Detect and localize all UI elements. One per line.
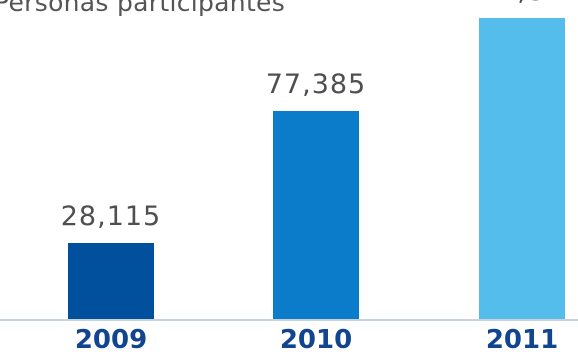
value-label-2011: 111,814	[422, 0, 578, 7]
chart-title: Personas participantes	[0, 0, 286, 17]
bar-2010	[273, 111, 359, 319]
category-label-2010: 2010	[279, 325, 353, 355]
bar-2009	[68, 243, 154, 319]
chart-baseline	[0, 319, 578, 321]
category-label-2011: 2011	[485, 325, 559, 355]
category-label-2009: 2009	[74, 325, 148, 355]
value-label-2009: 28,115	[60, 201, 162, 232]
value-label-2010: 77,385	[265, 69, 367, 100]
bar-2011	[479, 18, 565, 319]
